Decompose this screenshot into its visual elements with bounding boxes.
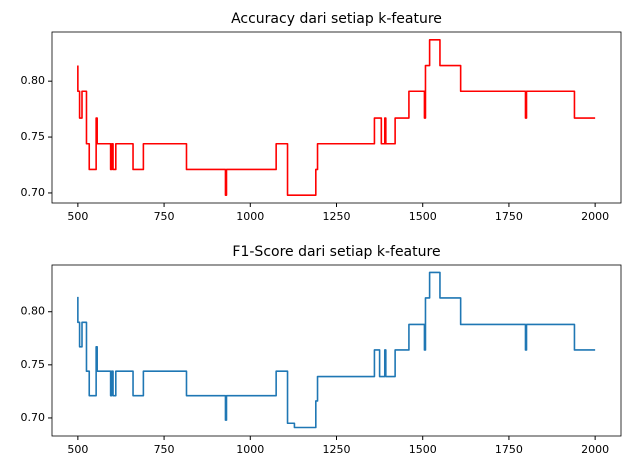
x-tick-label: 750 <box>154 443 175 456</box>
y-tick-label: 0.70 <box>21 186 46 199</box>
chart-title: Accuracy dari setiap k-feature <box>231 11 442 27</box>
x-tick-label: 2000 <box>581 210 609 223</box>
data-line <box>77 39 596 196</box>
x-tick-label: 1250 <box>323 210 351 223</box>
x-tick-label: 1500 <box>409 210 437 223</box>
x-tick-label: 1500 <box>409 443 437 456</box>
x-tick-label: 1750 <box>495 210 523 223</box>
data-line <box>77 271 596 429</box>
axes-frame <box>51 264 622 437</box>
y-tick-label: 0.80 <box>21 305 46 318</box>
x-tick-label: 750 <box>154 210 175 223</box>
axes-frame <box>51 31 622 204</box>
x-tick-label: 500 <box>67 443 88 456</box>
x-tick-label: 1750 <box>495 443 523 456</box>
x-tick-label: 500 <box>67 210 88 223</box>
y-tick-label: 0.75 <box>21 130 46 143</box>
x-tick-label: 1000 <box>236 443 264 456</box>
x-tick-label: 1250 <box>323 443 351 456</box>
y-tick-label: 0.70 <box>21 411 46 424</box>
y-tick-label: 0.75 <box>21 358 46 371</box>
y-tick-label: 0.80 <box>21 74 46 87</box>
x-tick-label: 2000 <box>581 443 609 456</box>
x-tick-label: 1000 <box>236 210 264 223</box>
chart-title: F1-Score dari setiap k-feature <box>232 244 440 260</box>
